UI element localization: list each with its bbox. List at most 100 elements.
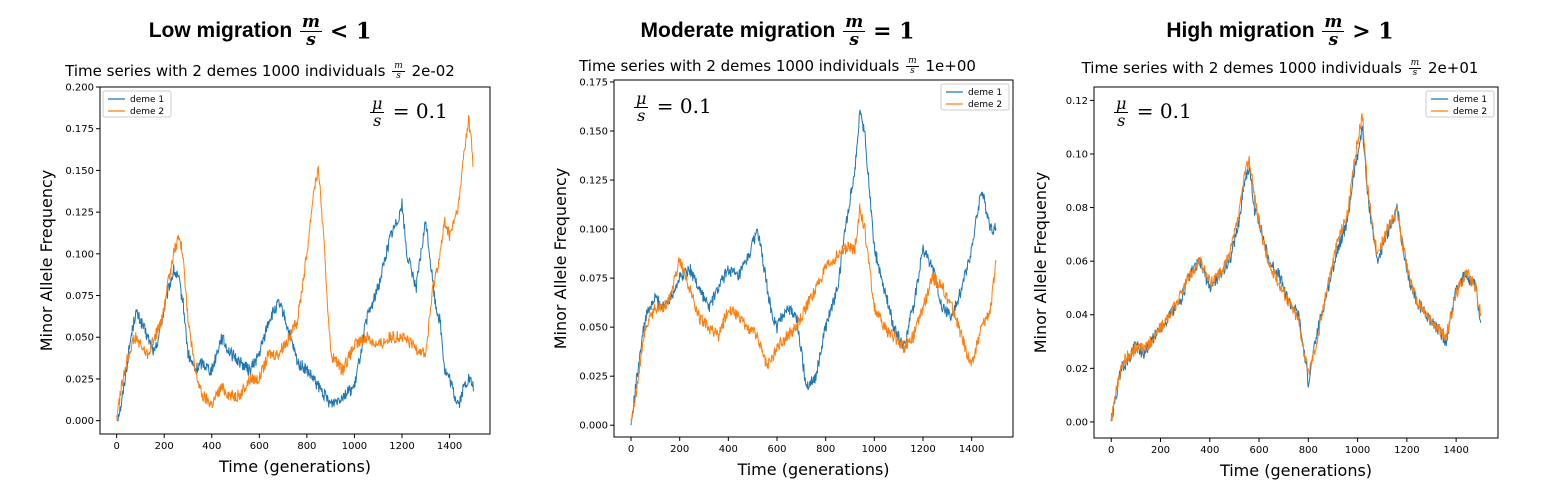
y-tick-label: 0.04	[1066, 310, 1088, 321]
y-tick-label: 0.025	[65, 374, 94, 385]
y-tick-label: 0.06	[1066, 257, 1088, 268]
y-tick-label: 0.100	[65, 249, 94, 260]
y-tick-label: 0.050	[65, 333, 94, 344]
title-operator: > 1	[1352, 18, 1394, 45]
panel-subtitle: Time series with 2 demes 1000 individual…	[0, 62, 520, 81]
plot-frame	[99, 86, 491, 435]
plot-frame	[613, 79, 1014, 438]
x-axis-label: Time (generations)	[736, 460, 889, 479]
x-tick-label: 0	[628, 444, 634, 455]
x-tick-label: 200	[155, 441, 174, 452]
y-tick-label: 0.00	[1066, 417, 1088, 428]
x-tick-label: 1400	[959, 444, 984, 455]
subtitle-value: 2e-02	[411, 62, 455, 80]
subtitle-text: Time series with 2 demes 1000 individual…	[1081, 59, 1402, 77]
x-tick-label: 400	[1200, 445, 1219, 456]
y-tick-label: 0.125	[65, 208, 94, 219]
line-chart-high: 0 200 400 600 800 1000 1200 1400 0.00 0.02 0.04 0.0…	[1031, 86, 1499, 480]
x-tick-label: 600	[250, 441, 269, 452]
panel-title-text: Moderate migration	[640, 19, 836, 43]
x-tick-label: 0	[113, 441, 119, 452]
y-tick-label: 0.000	[579, 421, 608, 432]
legend-label: deme 1	[1453, 95, 1487, 105]
y-axis-label: Minor Allele Frequency	[37, 170, 56, 352]
x-tick-label: 1200	[389, 441, 414, 452]
x-axis-label: Time (generations)	[1219, 461, 1372, 480]
title-operator: = 1	[873, 18, 915, 45]
x-tick-label: 200	[1151, 445, 1170, 456]
mu-over-s-value: = 0.1	[1136, 99, 1192, 123]
x-tick-label: 600	[767, 444, 786, 455]
x-tick-label: 800	[816, 444, 835, 455]
legend-label: deme 2	[1453, 107, 1487, 117]
line-chart-low: 0 200 400 600 800 1000 1200 1400 0.000 0.025 0.050…	[37, 83, 491, 476]
x-tick-label: 600	[1250, 445, 1269, 456]
plot-frame	[1093, 86, 1499, 439]
series-line-deme-1	[116, 198, 474, 422]
x-tick-label: 1400	[1443, 445, 1468, 456]
y-tick-label: 0.175	[65, 124, 94, 135]
y-tick-label: 0.12	[1066, 96, 1088, 107]
y-tick-label: 0.150	[579, 127, 608, 138]
title-operator: < 1	[329, 18, 372, 45]
line-chart-moderate: 0 200 400 600 800 1000 1200 1400 0.000 0.025 0.050…	[551, 77, 1014, 479]
y-tick-label: 0.175	[579, 77, 608, 88]
series-line-deme-2	[630, 203, 997, 423]
y-tick-label: 0.150	[65, 166, 94, 177]
x-tick-label: 1000	[862, 444, 887, 455]
mu-over-s-value: = 0.1	[392, 99, 448, 123]
y-tick-label: 0.02	[1066, 364, 1088, 375]
x-tick-label: 0	[1108, 445, 1114, 456]
mu-over-s-value: = 0.1	[656, 94, 712, 118]
legend-label: deme 1	[130, 95, 164, 105]
panel-subtitle: Time series with 2 demes 1000 individual…	[520, 57, 1035, 76]
x-tick-label: 1200	[910, 444, 935, 455]
series-line-deme-2	[1110, 112, 1482, 421]
x-tick-label: 400	[719, 444, 738, 455]
legend-label: deme 2	[130, 107, 164, 117]
x-tick-label: 1400	[437, 441, 462, 452]
x-tick-label: 1000	[1345, 445, 1370, 456]
y-axis-label: Minor Allele Frequency	[551, 168, 570, 350]
y-tick-label: 0.200	[65, 83, 94, 94]
y-tick-label: 0.050	[579, 323, 608, 334]
subtitle-value: 1e+00	[925, 57, 976, 75]
x-tick-label: 200	[670, 444, 689, 455]
series-line-deme-1	[630, 109, 997, 426]
panel-title-text: Low migration	[148, 19, 293, 43]
x-tick-label: 800	[297, 441, 316, 452]
x-tick-label: 400	[202, 441, 221, 452]
y-tick-label: 0.000	[65, 416, 94, 427]
y-tick-label: 0.125	[579, 176, 608, 187]
series-line-deme-1	[1110, 125, 1482, 422]
panel-subtitle: Time series with 2 demes 1000 individual…	[1020, 59, 1540, 78]
subtitle-text: Time series with 2 demes 1000 individual…	[65, 62, 386, 80]
x-tick-label: 1200	[1394, 445, 1419, 456]
subtitle-value: 2e+01	[1427, 59, 1479, 77]
y-tick-label: 0.10	[1066, 149, 1088, 160]
subtitle-text: Time series with 2 demes 1000 individual…	[579, 57, 900, 75]
x-tick-label: 800	[1299, 445, 1318, 456]
legend-label: deme 1	[968, 88, 1002, 98]
series-line-deme-2	[116, 115, 474, 421]
y-tick-label: 0.075	[579, 274, 608, 285]
legend-label: deme 2	[968, 100, 1002, 110]
y-tick-label: 0.100	[579, 225, 608, 236]
y-axis-label: Minor Allele Frequency	[1031, 172, 1050, 354]
panel-title-text: High migration	[1166, 19, 1315, 43]
